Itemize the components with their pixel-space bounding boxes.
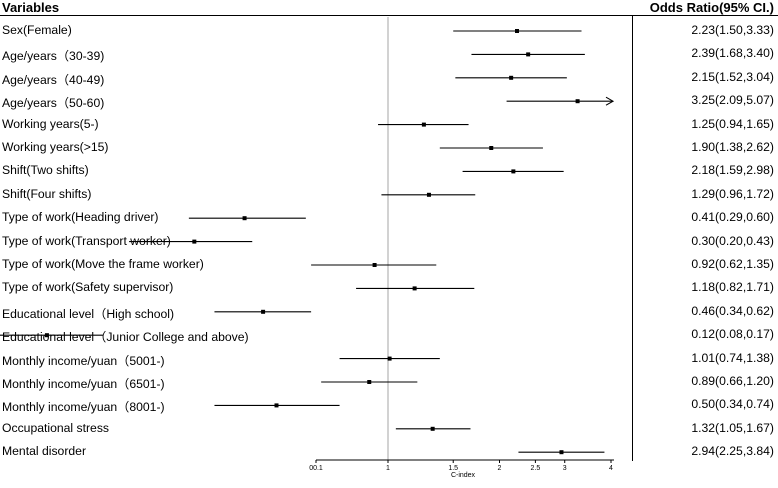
point-estimate: [559, 450, 564, 455]
point-estimate: [509, 75, 514, 80]
odds-ratio-text: 0.50(0.34,0.74): [691, 397, 774, 412]
odds-ratio-text: 1.32(1.05,1.67): [691, 420, 774, 435]
table-row: Working years(5-) 1.25(0.94,1.65): [0, 114, 778, 137]
odds-ratio-text: 0.46(0.34,0.62): [691, 303, 774, 318]
table-row: Occupational stress 1.32(1.05,1.67): [0, 418, 778, 441]
x-tick-label: 2.5: [531, 465, 541, 472]
odds-ratio-text: 1.90(1.38,2.62): [691, 140, 774, 154]
table-row: Educational level（High school) 0.46(0.34,…: [0, 301, 778, 324]
row-label: Working years(5-): [2, 116, 99, 131]
point-estimate: [367, 380, 372, 384]
row-label: Type of work(Move the frame worker): [2, 257, 204, 271]
odds-ratio-text: 0.89(0.66,1.20): [691, 374, 774, 388]
x-axis-title: C-index: [451, 472, 476, 479]
table-row: Age/years（50-60) 3.25(2.09,5.07): [0, 90, 778, 113]
header-rule: [0, 15, 778, 16]
row-label: Occupational stress: [2, 420, 110, 435]
row-label: Working years(>15): [2, 140, 109, 154]
table-row: Shift(Two shifts) 2.18(1.59,2.98): [0, 160, 778, 183]
table-row: Type of work(Safety supervisor) 1.18(0.82…: [0, 277, 778, 300]
odds-ratio-text: 2.18(1.59,2.98): [691, 163, 774, 178]
odds-ratio-text: 0.30(0.20,0.43): [691, 233, 774, 248]
point-estimate: [515, 29, 520, 33]
table-row: Monthly income/yuan（5001-) 1.01(0.74,1.38…: [0, 348, 778, 371]
point-estimate: [426, 192, 431, 197]
table-row: Mental disorder 2.94(2.25,3.84): [0, 441, 778, 464]
row-label: Educational level（Junior College and abo…: [2, 330, 249, 345]
row-label: Monthly income/yuan（6501-): [2, 377, 165, 391]
table-row: Working years(>15) 1.90(1.38,2.62): [0, 137, 778, 160]
x-tick-label: 4: [609, 465, 613, 472]
table-row: Age/years（40-49) 2.15(1.52,3.04): [0, 67, 778, 90]
point-estimate: [575, 99, 580, 104]
x-tick-label: 3: [563, 465, 567, 472]
odds-ratio-text: 1.18(0.82,1.71): [691, 280, 774, 295]
odds-ratio-text: 2.23(1.50,3.33): [691, 23, 774, 37]
odds-ratio-text: 1.29(0.96,1.72): [691, 186, 774, 201]
odds-ratio-text: 0.12(0.08,0.17): [691, 327, 774, 342]
point-estimate: [489, 146, 494, 150]
point-estimate: [192, 239, 197, 244]
odds-ratio-text: 1.01(0.74,1.38): [691, 350, 774, 365]
table-row: Age/years（30-39) 2.39(1.68,3.40): [0, 43, 778, 66]
table-row: Educational level（Junior College and abo…: [0, 324, 778, 347]
row-label: Shift(Four shifts): [2, 186, 92, 201]
point-estimate: [372, 263, 377, 267]
point-estimate: [387, 356, 392, 361]
table-row: Monthly income/yuan（6501-) 0.89(0.66,1.20…: [0, 371, 778, 394]
row-label: Age/years（50-60): [2, 96, 105, 111]
row-label: Age/years（40-49): [2, 72, 105, 87]
row-label: Type of work(Transport worker): [2, 233, 171, 248]
column-divider: [632, 15, 633, 461]
x-tick-label: 00.1: [309, 465, 323, 472]
odds-ratio-text: 1.25(0.94,1.65): [691, 116, 774, 131]
point-estimate: [511, 169, 516, 174]
ci-arrow-icon: [605, 96, 615, 106]
table-row: Shift(Four shifts) 1.29(0.96,1.72): [0, 184, 778, 207]
odds-ratio-text: 2.39(1.68,3.40): [691, 46, 774, 61]
row-label: Monthly income/yuan（5001-): [2, 353, 165, 368]
header-odds-ratio: Odds Ratio(95% CI.): [649, 0, 774, 15]
row-label: Type of work(Heading driver): [2, 210, 159, 225]
table-row: Monthly income/yuan（8001-) 0.50(0.34,0.74…: [0, 394, 778, 417]
header-variables: Variables: [2, 0, 60, 15]
odds-ratio-text: 0.92(0.62,1.35): [691, 257, 774, 271]
point-estimate: [261, 309, 266, 314]
odds-ratio-text: 2.94(2.25,3.84): [691, 444, 774, 459]
x-tick-label: 1.5: [448, 465, 458, 472]
row-label: Age/years（30-39): [2, 49, 105, 64]
point-estimate: [526, 52, 531, 57]
table-row: Sex(Female) 2.23(1.50,3.33): [0, 20, 778, 43]
row-label: Sex(Female): [2, 23, 72, 37]
row-label: Shift(Two shifts): [2, 163, 89, 178]
row-label: Monthly income/yuan（8001-): [2, 400, 165, 415]
row-label: Educational level（High school): [2, 306, 175, 321]
point-estimate: [242, 216, 247, 221]
point-estimate: [44, 333, 49, 338]
odds-ratio-text: 0.41(0.29,0.60): [691, 210, 774, 225]
point-estimate: [430, 426, 435, 431]
table-row: Type of work(Transport worker) 0.30(0.20,…: [0, 231, 778, 254]
table-row: Type of work(Heading driver) 0.41(0.29,0.…: [0, 207, 778, 230]
table-row: Type of work(Move the frame worker) 0.92(…: [0, 254, 778, 277]
point-estimate: [421, 122, 426, 127]
point-estimate: [412, 286, 417, 291]
odds-ratio-text: 2.15(1.52,3.04): [691, 69, 774, 84]
odds-ratio-text: 3.25(2.09,5.07): [691, 93, 774, 108]
x-tick-label: 2: [498, 465, 502, 472]
row-label: Type of work(Safety supervisor): [2, 280, 174, 295]
point-estimate: [274, 403, 279, 408]
x-tick-label: 1: [386, 465, 390, 472]
row-label: Mental disorder: [2, 444, 86, 459]
